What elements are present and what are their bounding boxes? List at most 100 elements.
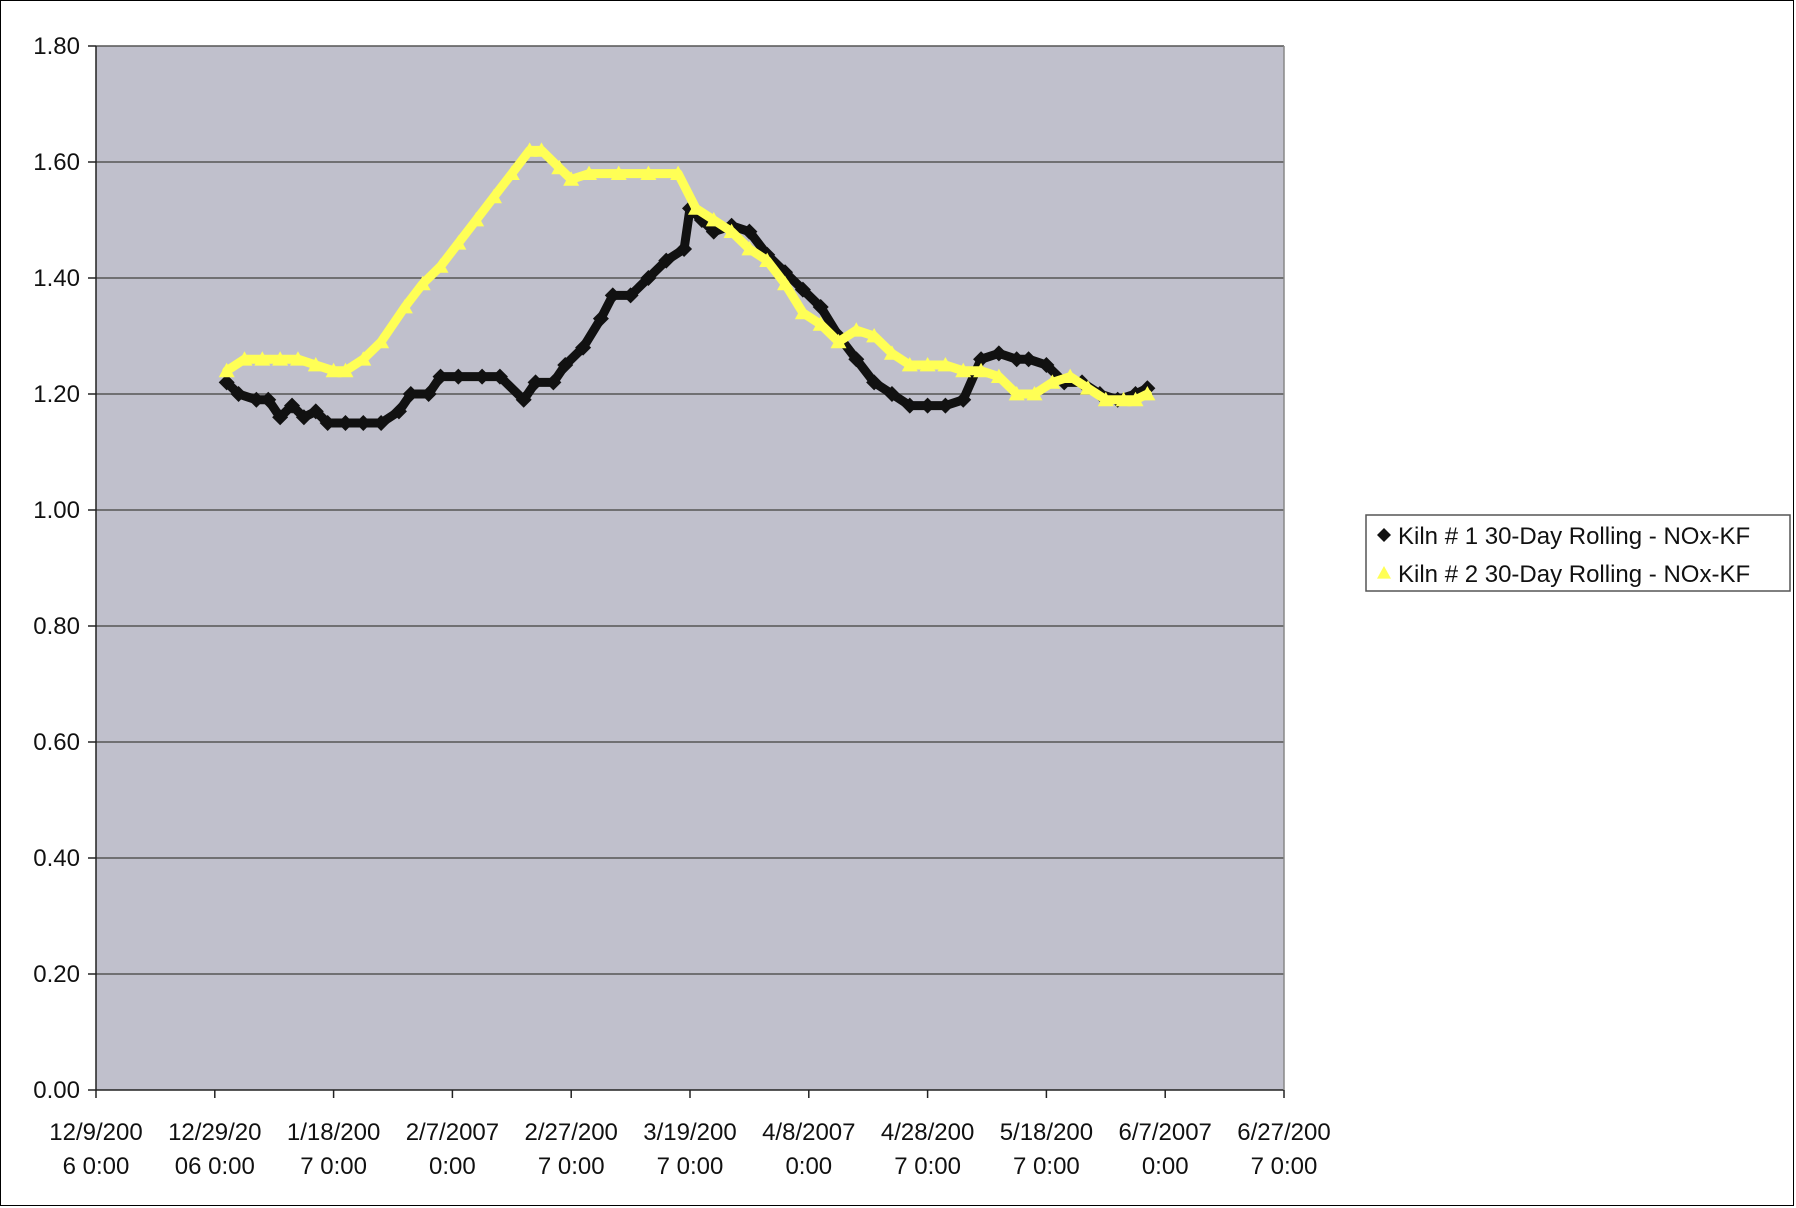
data-point (230, 386, 247, 402)
data-point (575, 339, 592, 356)
data-point (1044, 374, 1061, 389)
data-point (557, 357, 574, 373)
data-point (848, 322, 865, 337)
data-point (1115, 391, 1132, 407)
legend: Kiln # 1 30-Day Rolling - NOx-KF Kiln # … (1365, 514, 1791, 592)
x-tick-label-line1: 6/27/200 (1237, 1119, 1330, 1146)
x-tick-label-line2: 06 0:00 (175, 1153, 255, 1180)
x-tick-label-line1: 12/29/20 (168, 1119, 261, 1146)
data-point (563, 171, 580, 186)
x-tick-label-line2: 6 0:00 (63, 1153, 130, 1180)
data-point (777, 275, 794, 291)
data-point (955, 362, 972, 378)
series-line-kiln2 (222, 145, 1152, 405)
data-point (272, 351, 289, 366)
data-point (812, 299, 829, 315)
data-point (901, 397, 918, 414)
legend-marker-kiln1 (1377, 528, 1391, 542)
data-point (319, 415, 336, 431)
data-point (248, 391, 265, 408)
data-point (1008, 351, 1025, 368)
data-point (937, 397, 954, 414)
data-point (289, 351, 306, 366)
data-point (295, 409, 312, 426)
data-point (1079, 380, 1096, 395)
x-tick-label-line2: 7 0:00 (1251, 1153, 1318, 1180)
data-point (901, 357, 918, 372)
data-point (450, 368, 467, 385)
x-tick-label-line2: 7 0:00 (1013, 1153, 1080, 1180)
x-tick-label: 2/7/2007 0:00 (406, 1119, 499, 1180)
y-tick-label: 1.40 (33, 265, 80, 292)
data-point (1127, 391, 1144, 407)
x-tick-label-line1: 1/18/200 (287, 1119, 380, 1146)
data-point (420, 386, 437, 402)
legend-label-kiln1: Kiln # 1 30-Day Rolling - NOx-KF (1398, 523, 1750, 550)
data-point (491, 368, 508, 385)
data-point (432, 258, 449, 273)
x-tick-label-line2: 7 0:00 (894, 1153, 961, 1180)
y-tick-label: 1.00 (33, 497, 80, 524)
x-tick-label: 12/9/200 6 0:00 (49, 1119, 142, 1180)
x-tick-labels: 12/9/200 6 0:00 12/29/20 06 0:00 1/18/200 7 0… (49, 1119, 1330, 1180)
data-point (307, 403, 324, 420)
data-point (260, 391, 277, 408)
data-point (1062, 368, 1079, 383)
series-kiln2 (218, 142, 1156, 407)
x-tick-label-line2: 7 0:00 (538, 1153, 605, 1180)
data-point (272, 409, 289, 426)
y-tick-label: 0.40 (33, 845, 80, 872)
x-tick-label-line1: 2/7/2007 (406, 1119, 499, 1146)
x-tick-label-line1: 2/27/200 (524, 1119, 617, 1146)
x-tick-label: 12/29/20 06 0:00 (168, 1119, 261, 1180)
data-point (640, 270, 657, 286)
data-point (848, 351, 865, 368)
data-point (515, 391, 532, 408)
data-point (503, 165, 520, 180)
data-point (545, 374, 562, 391)
data-point (402, 386, 419, 402)
x-tick-label-line2: 0:00 (785, 1153, 832, 1180)
data-point (1026, 386, 1043, 401)
data-point (759, 252, 776, 267)
x-tick-label-line2: 7 0:00 (300, 1153, 367, 1180)
x-tick-label: 5/18/200 7 0:00 (1000, 1119, 1093, 1180)
data-point (551, 159, 568, 175)
data-point (830, 333, 847, 349)
data-point (254, 351, 271, 366)
data-point (937, 357, 954, 372)
data-point (883, 386, 900, 402)
data-point (355, 415, 372, 431)
series-line-kiln1 (222, 203, 1152, 428)
x-tick-label: 1/18/200 7 0:00 (287, 1119, 380, 1180)
x-tick-label-line2: 0:00 (1142, 1153, 1189, 1180)
legend-label-kiln2: Kiln # 2 30-Day Rolling - NOx-KF (1398, 561, 1750, 588)
data-point (390, 403, 407, 420)
data-point (474, 368, 491, 385)
data-point (373, 333, 390, 349)
x-tick-label: 3/19/200 7 0:00 (643, 1119, 736, 1180)
data-point (973, 362, 990, 378)
data-point (581, 165, 598, 180)
data-point (355, 351, 372, 366)
data-point (794, 281, 811, 298)
y-tick-label: 0.20 (33, 961, 80, 988)
x-tick-label-line1: 6/7/2007 (1118, 1119, 1211, 1146)
y-tick-label: 1.80 (33, 33, 80, 60)
data-point (337, 362, 354, 378)
data-point (955, 391, 972, 408)
data-point (919, 397, 936, 414)
data-point (812, 316, 829, 331)
data-point (337, 415, 354, 431)
x-tick-label-line2: 7 0:00 (657, 1153, 724, 1180)
data-point (236, 351, 253, 366)
data-point (307, 357, 324, 372)
x-tick-label: 2/27/200 7 0:00 (524, 1119, 617, 1180)
data-point (670, 165, 687, 180)
data-point (866, 374, 883, 391)
data-point (866, 328, 883, 343)
x-tick-label-line2: 0:00 (429, 1153, 476, 1180)
data-point (990, 368, 1007, 383)
